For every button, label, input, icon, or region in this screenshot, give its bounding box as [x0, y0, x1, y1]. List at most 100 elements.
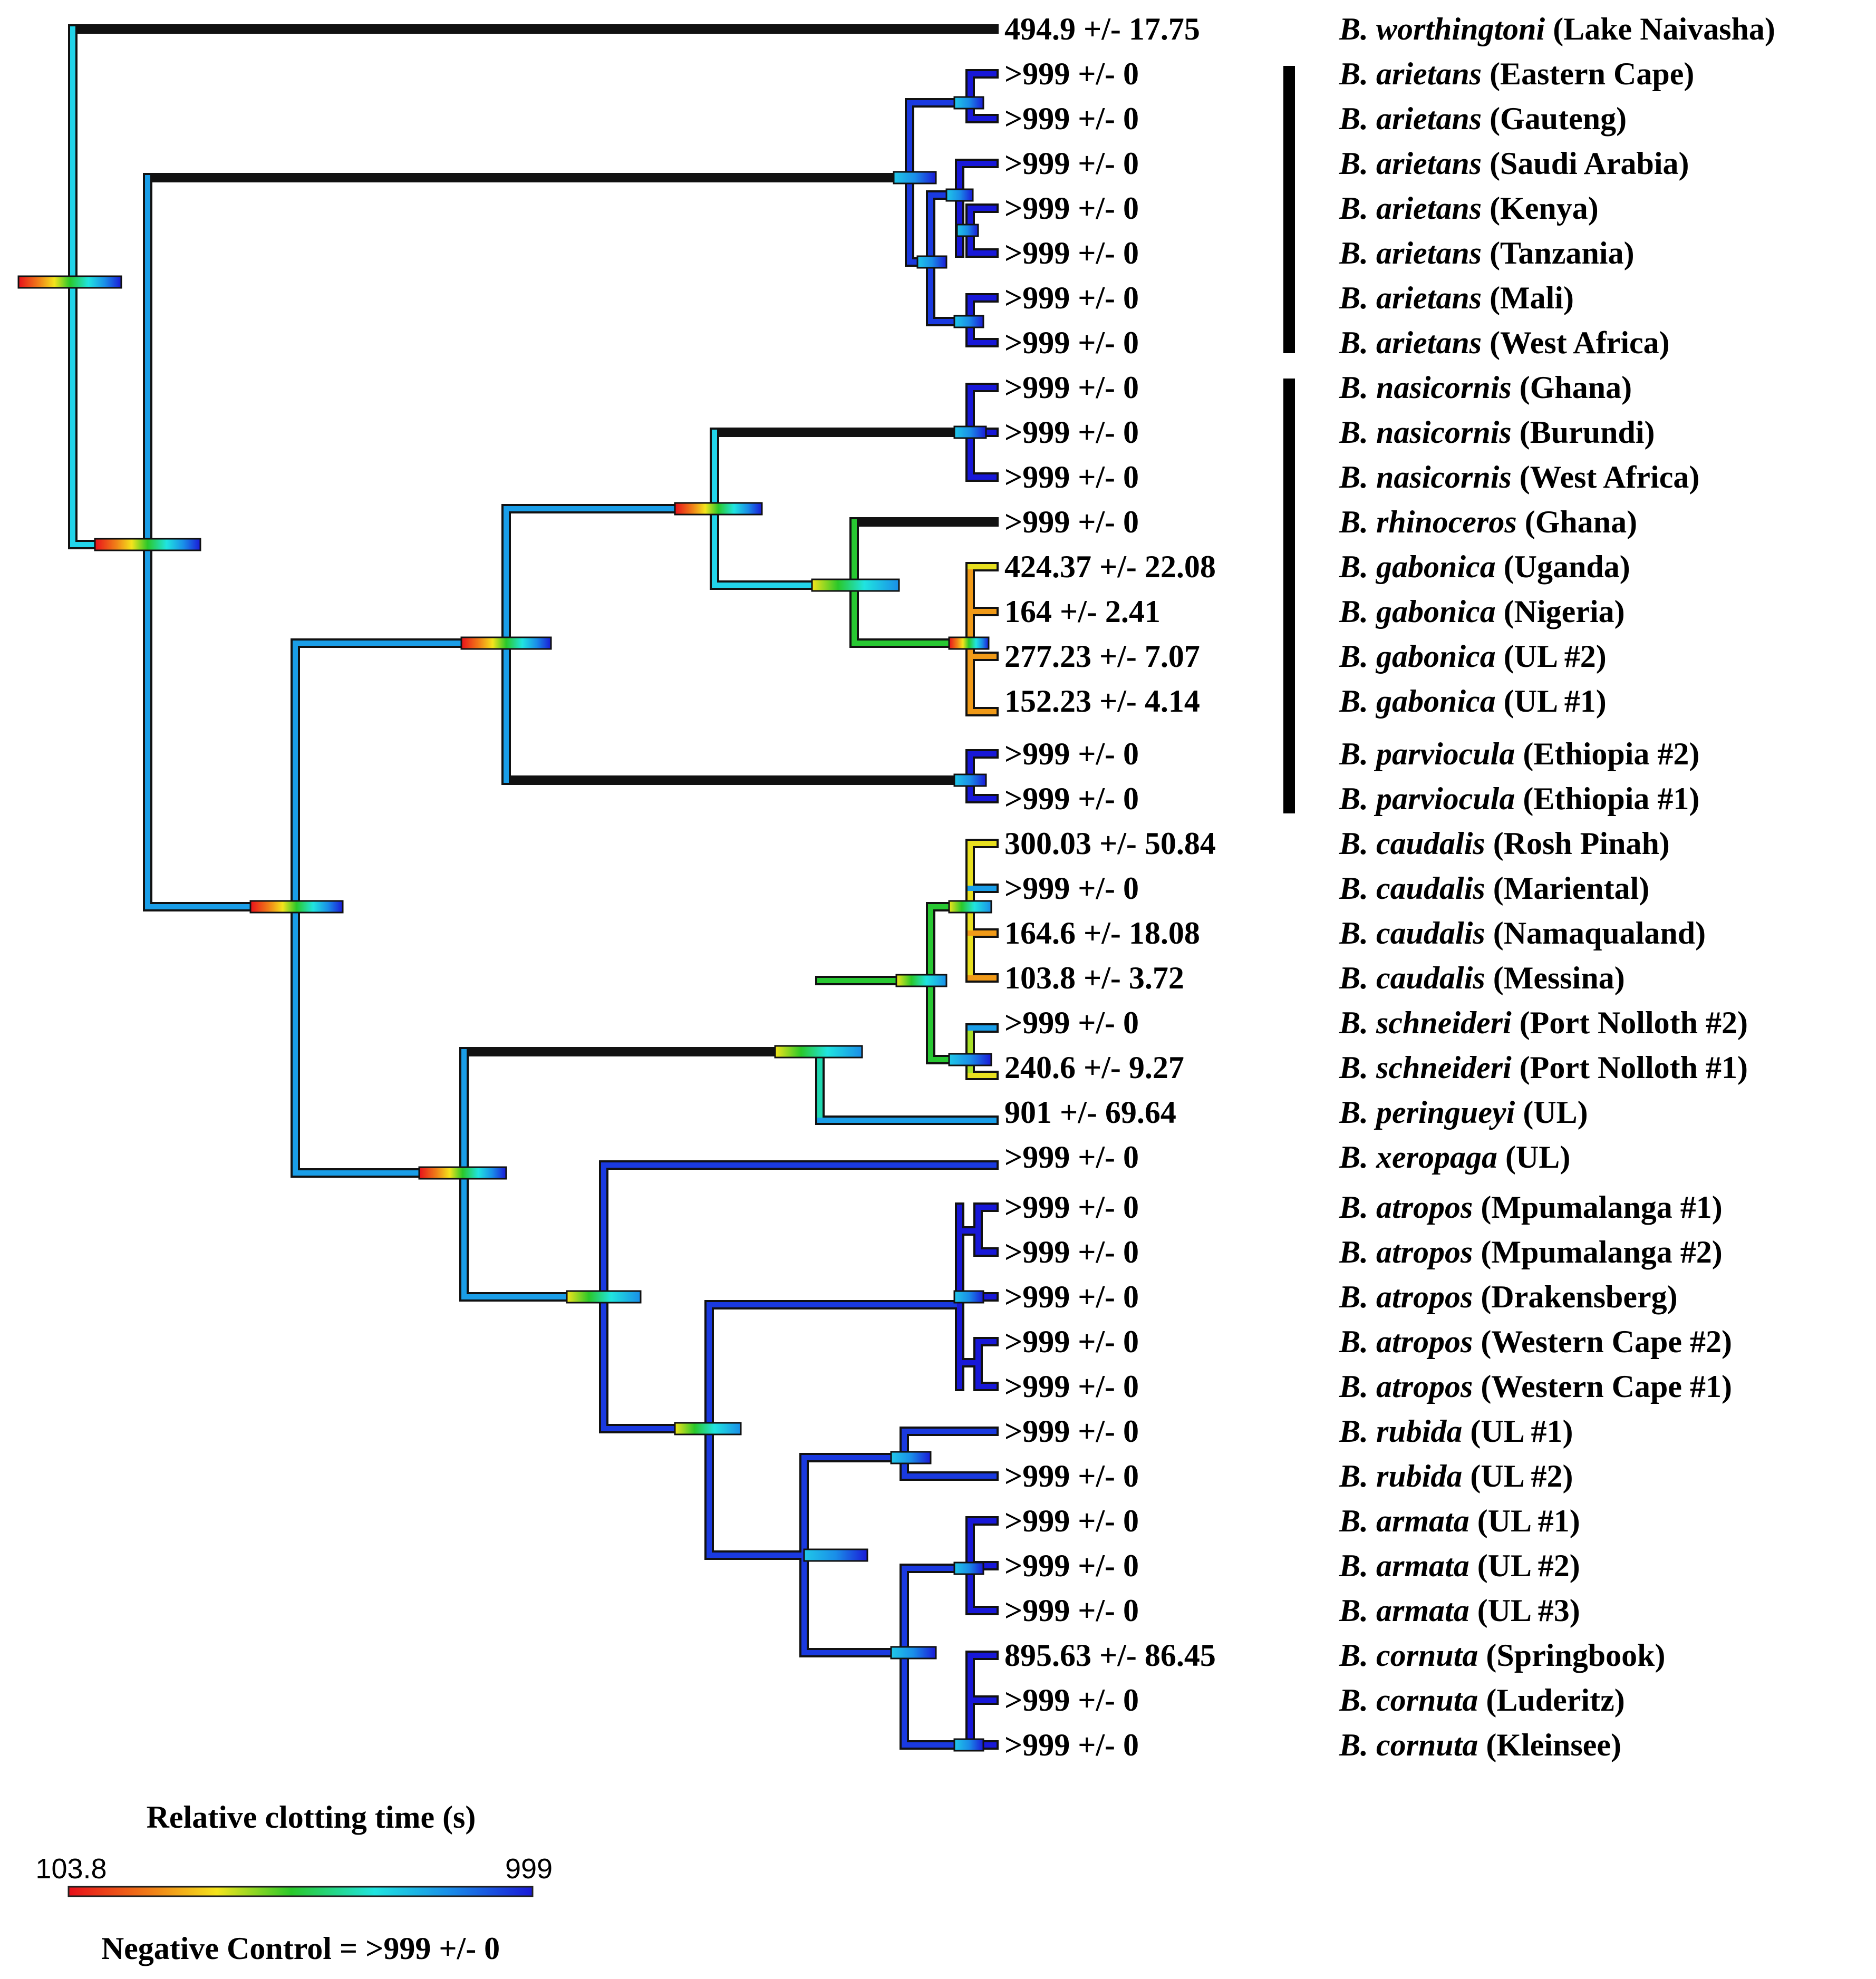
taxon-name: B. atropos	[1339, 1369, 1473, 1404]
tip-value: >999 +/- 0	[1004, 1005, 1139, 1040]
node-state-bar	[953, 1561, 984, 1575]
tip-taxon: B. parviocula (Ethiopia #2)	[1339, 736, 1699, 771]
taxon-name: B. parviocula	[1339, 736, 1515, 771]
taxon-name: B. atropos	[1339, 1235, 1473, 1269]
node-state-bar	[674, 502, 763, 516]
tip-value: 240.6 +/- 9.27	[1004, 1050, 1184, 1085]
tip-value: 895.63 +/- 86.45	[1004, 1638, 1216, 1673]
taxon-locality: (Ethiopia #2)	[1515, 736, 1699, 771]
tip-taxon: B. caudalis (Rosh Pinah)	[1339, 826, 1670, 861]
taxon-name: B. arietans	[1339, 236, 1482, 270]
node-state-bar	[566, 1290, 642, 1304]
tip-taxon: B. arietans (Tanzania)	[1339, 236, 1635, 270]
taxon-name: B. atropos	[1339, 1190, 1473, 1225]
taxon-name: B. arietans	[1339, 101, 1482, 136]
taxon-name: B. nasicornis	[1339, 370, 1512, 405]
node-state-bar	[953, 315, 984, 328]
node-state-bar	[811, 578, 900, 592]
taxon-locality: (Mpumalanga #1)	[1473, 1190, 1722, 1225]
taxon-locality: (Saudi Arabia)	[1482, 146, 1689, 181]
taxon-locality: (Luderitz)	[1478, 1683, 1624, 1718]
node-state-bar	[418, 1166, 507, 1180]
tip-taxon: B. cornuta (Kleinsee)	[1339, 1728, 1621, 1762]
tip-value: >999 +/- 0	[1004, 460, 1139, 494]
tip-value: 901 +/- 69.64	[1004, 1095, 1176, 1130]
tip-value: 164 +/- 2.41	[1004, 594, 1161, 629]
taxon-locality: (Western Cape #1)	[1473, 1369, 1732, 1404]
tip-taxon: B. rubida (UL #2)	[1339, 1459, 1573, 1493]
taxon-name: B. worthingtoni	[1339, 12, 1545, 46]
node-state-bar	[895, 974, 947, 987]
tip-value: >999 +/- 0	[1004, 871, 1139, 906]
node-state-bar	[249, 900, 344, 914]
taxon-locality: (Rosh Pinah)	[1485, 826, 1670, 861]
taxon-name: B. gabonica	[1339, 639, 1496, 674]
taxon-locality: (Ethiopia #1)	[1515, 781, 1699, 816]
node-state-bar	[953, 425, 987, 439]
tip-value: >999 +/- 0	[1004, 1593, 1139, 1628]
tip-value: >999 +/- 0	[1004, 1728, 1139, 1762]
taxon-locality: (Nigeria)	[1496, 594, 1625, 629]
tip-taxon: B. parviocula (Ethiopia #1)	[1339, 781, 1699, 816]
taxon-name: B. arietans	[1339, 325, 1482, 360]
tip-taxon: B. arietans (Mali)	[1339, 280, 1574, 315]
tip-taxon: B. caudalis (Namaqualand)	[1339, 916, 1706, 950]
taxon-name: B. gabonica	[1339, 684, 1496, 719]
taxon-name: B. cornuta	[1339, 1683, 1478, 1718]
tip-value: >999 +/- 0	[1004, 1235, 1139, 1269]
tip-value: >999 +/- 0	[1004, 781, 1139, 816]
node-state-bar	[948, 636, 990, 650]
taxon-locality: (Kleinsee)	[1478, 1728, 1621, 1762]
tip-taxon: B. armata (UL #2)	[1339, 1548, 1580, 1583]
tip-labels: 494.9 +/- 17.75 B. worthingtoni (Lake Nai…	[1004, 12, 1775, 1762]
legend: Relative clotting time (s) 103.8 999 Neg…	[35, 1800, 553, 1966]
taxon-name: B. caudalis	[1339, 826, 1485, 861]
tip-taxon: B. arietans (Saudi Arabia)	[1339, 146, 1689, 181]
tip-taxon: B. atropos (Drakensberg)	[1339, 1279, 1678, 1314]
node-state-bar	[17, 275, 122, 289]
taxon-locality: (Mpumalanga #2)	[1473, 1235, 1722, 1269]
taxon-locality: (Messina)	[1485, 961, 1625, 995]
legend-color-scale	[67, 1886, 534, 1897]
tip-taxon: B. atropos (Western Cape #1)	[1339, 1369, 1732, 1404]
taxon-locality: (Burundi)	[1512, 415, 1655, 450]
tip-taxon: B. rhinoceros (Ghana)	[1339, 505, 1637, 539]
node-state-bar	[893, 171, 937, 185]
taxon-locality: (Tanzania)	[1482, 236, 1635, 270]
taxon-locality: (Port Nolloth #1)	[1512, 1050, 1748, 1085]
clade-bar-rhinoceros-group	[1283, 379, 1295, 813]
taxon-name: B. nasicornis	[1339, 415, 1512, 450]
tree-branches	[68, 24, 999, 1750]
tip-taxon: B. gabonica (Nigeria)	[1339, 594, 1625, 629]
taxon-locality: (UL #3)	[1469, 1593, 1580, 1628]
tip-value: 424.37 +/- 22.08	[1004, 549, 1216, 584]
tip-taxon: B. gabonica (UL #2)	[1339, 639, 1607, 674]
taxon-name: B. arietans	[1339, 280, 1482, 315]
taxon-locality: (Western Cape #2)	[1473, 1324, 1732, 1359]
node-state-bar	[953, 773, 987, 787]
legend-min-label: 103.8	[35, 1853, 107, 1885]
tip-value: 164.6 +/- 18.08	[1004, 916, 1200, 950]
taxon-name: B. arietans	[1339, 191, 1482, 226]
tip-taxon: B. cornuta (Springbook)	[1339, 1638, 1666, 1673]
taxon-locality: (Ghana)	[1517, 505, 1637, 539]
tip-value: >999 +/- 0	[1004, 1548, 1139, 1583]
tip-value: >999 +/- 0	[1004, 101, 1139, 136]
tip-taxon: B. xeropaga (UL)	[1339, 1140, 1570, 1175]
taxon-name: B. peringueyi	[1339, 1095, 1515, 1130]
taxon-name: B. nasicornis	[1339, 460, 1512, 494]
tip-value: >999 +/- 0	[1004, 1279, 1139, 1314]
legend-max-label: 999	[505, 1853, 553, 1885]
taxon-locality: (Lake Naivasha)	[1545, 12, 1775, 46]
taxon-locality: (UL #2)	[1462, 1459, 1573, 1493]
taxon-locality: (Drakensberg)	[1473, 1279, 1677, 1314]
tip-taxon: B. schneideri (Port Nolloth #1)	[1339, 1050, 1748, 1085]
node-state-bar	[953, 96, 984, 110]
tip-value: >999 +/- 0	[1004, 1369, 1139, 1404]
tip-taxon: B. caudalis (Mariental)	[1339, 871, 1649, 906]
tip-taxon: B. peringueyi (UL)	[1339, 1095, 1588, 1130]
node-state-bar	[953, 1738, 984, 1752]
taxon-locality: (Port Nolloth #2)	[1512, 1005, 1748, 1040]
taxon-locality: (UL #1)	[1462, 1414, 1573, 1449]
